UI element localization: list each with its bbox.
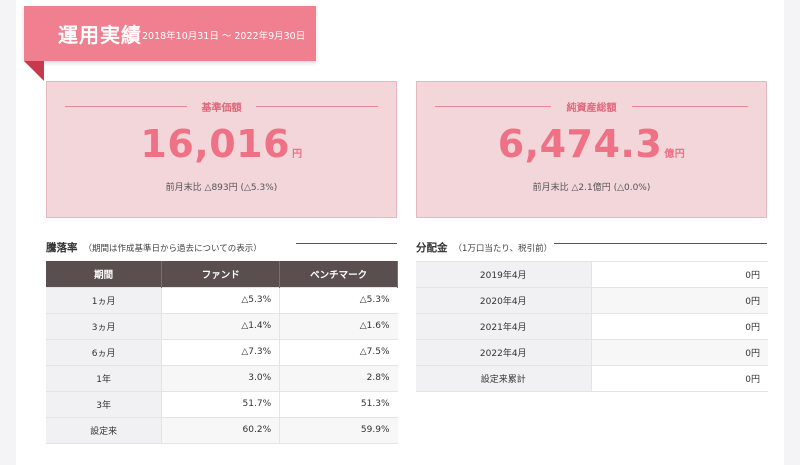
banner-fold-decoration bbox=[24, 61, 44, 81]
table-row: 2022年4月 0円 bbox=[416, 339, 768, 366]
net-assets-value: 6,474.3 bbox=[497, 122, 663, 166]
performance-title: 騰落率 bbox=[46, 242, 78, 254]
table-row: 設定来 60.2% 59.9% bbox=[46, 416, 398, 444]
net-assets-change: 前月末比 △2.1億円 (△0.0%) bbox=[532, 183, 651, 193]
row-period: 1ヵ月 bbox=[46, 286, 162, 313]
table-row: 2021年4月 0円 bbox=[416, 313, 768, 340]
dividend-period: 2022年4月 bbox=[416, 339, 592, 366]
row-fund: △7.3% bbox=[161, 338, 280, 365]
dividend-amount: 0円 bbox=[591, 287, 768, 314]
nav-unit: 円 bbox=[292, 149, 303, 160]
row-fund: 51.7% bbox=[161, 390, 280, 417]
nav-card: 基準価額 16,016 円 前月末比 △893円 (△5.3%) bbox=[46, 81, 397, 218]
row-benchmark: △7.5% bbox=[279, 338, 398, 365]
dividend-amount: 0円 bbox=[591, 365, 768, 392]
dividend-period: 2021年4月 bbox=[416, 313, 592, 340]
net-assets-label: 純資産総額 bbox=[566, 103, 617, 114]
row-fund: △5.3% bbox=[161, 286, 280, 313]
section-title: 運用実績 bbox=[58, 23, 142, 47]
nav-change: 前月末比 △893円 (△5.3%) bbox=[165, 183, 278, 193]
row-fund: 3.0% bbox=[161, 364, 280, 391]
dividends-table: 2019年4月 0円 2020年4月 0円 2021年4月 0円 2022年4月… bbox=[416, 261, 768, 392]
row-fund: 60.2% bbox=[161, 416, 280, 444]
net-assets-unit: 億円 bbox=[664, 149, 686, 160]
col-header-benchmark: ベンチマーク bbox=[279, 261, 398, 287]
row-benchmark: 51.3% bbox=[279, 390, 398, 417]
row-period: 6ヵ月 bbox=[46, 338, 162, 365]
nav-label: 基準価額 bbox=[201, 103, 242, 114]
table-row: 1ヵ月 △5.3% △5.3% bbox=[46, 286, 398, 313]
row-benchmark: 59.9% bbox=[279, 416, 398, 444]
nav-value: 16,016 bbox=[140, 122, 291, 166]
dividend-amount: 0円 bbox=[591, 261, 768, 288]
net-assets-value-wrap: 6,474.3 億円 bbox=[417, 122, 766, 166]
performance-note: （期間は作成基準日から過去についての表示） bbox=[83, 244, 262, 254]
row-period: 設定来 bbox=[46, 416, 162, 444]
table-row: 2020年4月 0円 bbox=[416, 287, 768, 314]
row-benchmark: △1.6% bbox=[279, 312, 398, 339]
performance-page: 運用実績 2018年10月31日 ～ 2022年9月30日 基準価額 16,01… bbox=[16, 0, 784, 465]
col-header-fund: ファンド bbox=[161, 261, 281, 287]
table-row: 6ヵ月 △7.3% △7.5% bbox=[46, 338, 398, 365]
dividends-title: 分配金 bbox=[416, 242, 448, 254]
row-benchmark: △5.3% bbox=[279, 286, 398, 313]
row-period: 1年 bbox=[46, 364, 162, 391]
table-row: 3年 51.7% 51.3% bbox=[46, 390, 398, 417]
dividends-note: （1万口当たり、税引前） bbox=[453, 244, 553, 254]
dividend-period: 設定来累計 bbox=[416, 365, 592, 392]
report-period: 2018年10月31日 ～ 2022年9月30日 bbox=[142, 31, 306, 42]
col-header-period: 期間 bbox=[46, 261, 163, 287]
table-row: 2019年4月 0円 bbox=[416, 261, 768, 288]
net-assets-card: 純資産総額 6,474.3 億円 前月末比 △2.1億円 (△0.0%) bbox=[416, 81, 767, 218]
row-fund: △1.4% bbox=[161, 312, 280, 339]
performance-heading: 騰落率 （期間は作成基準日から過去についての表示） bbox=[46, 236, 397, 254]
row-benchmark: 2.8% bbox=[279, 364, 398, 391]
dividend-amount: 0円 bbox=[591, 313, 768, 340]
row-period: 3ヵ月 bbox=[46, 312, 162, 339]
table-row: 1年 3.0% 2.8% bbox=[46, 364, 398, 391]
table-row: 3ヵ月 △1.4% △1.6% bbox=[46, 312, 398, 339]
dividend-period: 2020年4月 bbox=[416, 287, 592, 314]
nav-value-wrap: 16,016 円 bbox=[47, 122, 396, 166]
dividend-period: 2019年4月 bbox=[416, 261, 592, 288]
row-period: 3年 bbox=[46, 390, 162, 417]
dividend-amount: 0円 bbox=[591, 339, 768, 366]
section-banner: 運用実績 2018年10月31日 ～ 2022年9月30日 bbox=[24, 6, 316, 61]
dividends-heading: 分配金 （1万口当たり、税引前） bbox=[416, 236, 767, 254]
performance-table: 期間 ファンド ベンチマーク 1ヵ月 △5.3% △5.3% 3ヵ月 △1.4%… bbox=[46, 261, 398, 444]
table-row: 設定来累計 0円 bbox=[416, 365, 768, 392]
